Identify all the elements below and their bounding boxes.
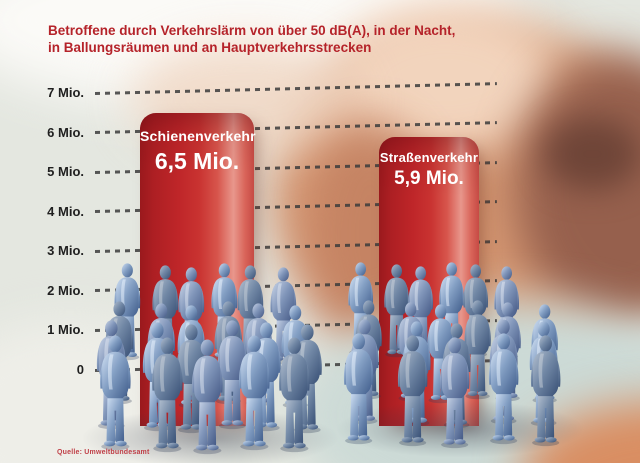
chart-title-line2: in Ballungsräumen und an Hauptverkehrsst… (48, 40, 372, 55)
y-tick-label: 0 (76, 362, 84, 377)
chart-title: Betroffene durch Verkehrslärm von über 5… (48, 22, 478, 56)
person-icon (440, 337, 470, 449)
person-icon (99, 335, 131, 451)
person-icon (489, 333, 519, 445)
source-note: Quelle: Umweltbundesamt (57, 449, 150, 456)
y-tick-label: 3 Mio. (47, 243, 84, 259)
bar-category-label: Schienenverkehr (140, 127, 256, 144)
person-icon (398, 335, 428, 447)
person-icon (151, 337, 183, 453)
person-icon (531, 335, 561, 447)
y-tick-label: 1 Mio. (47, 322, 84, 338)
bar-category-label: Straßenverkehr (379, 149, 479, 165)
y-tick-label: 7 Mio. (47, 85, 84, 100)
person-icon (191, 339, 223, 455)
y-tick-label: 2 Mio. (47, 282, 84, 298)
y-tick-label: 6 Mio. (47, 124, 84, 140)
chart-title-line1: Betroffene durch Verkehrslärm von über 5… (48, 23, 456, 38)
person-icon (278, 337, 310, 453)
y-tick-label: 5 Mio. (47, 164, 84, 180)
y-tick-label: 4 Mio. (47, 203, 84, 219)
bar-value-label: 5,9 Mio. (394, 167, 464, 189)
bar-value-label: 6,5 Mio. (154, 147, 240, 174)
person-icon (238, 335, 270, 451)
eye-blob (545, 118, 640, 190)
person-icon (344, 333, 374, 445)
